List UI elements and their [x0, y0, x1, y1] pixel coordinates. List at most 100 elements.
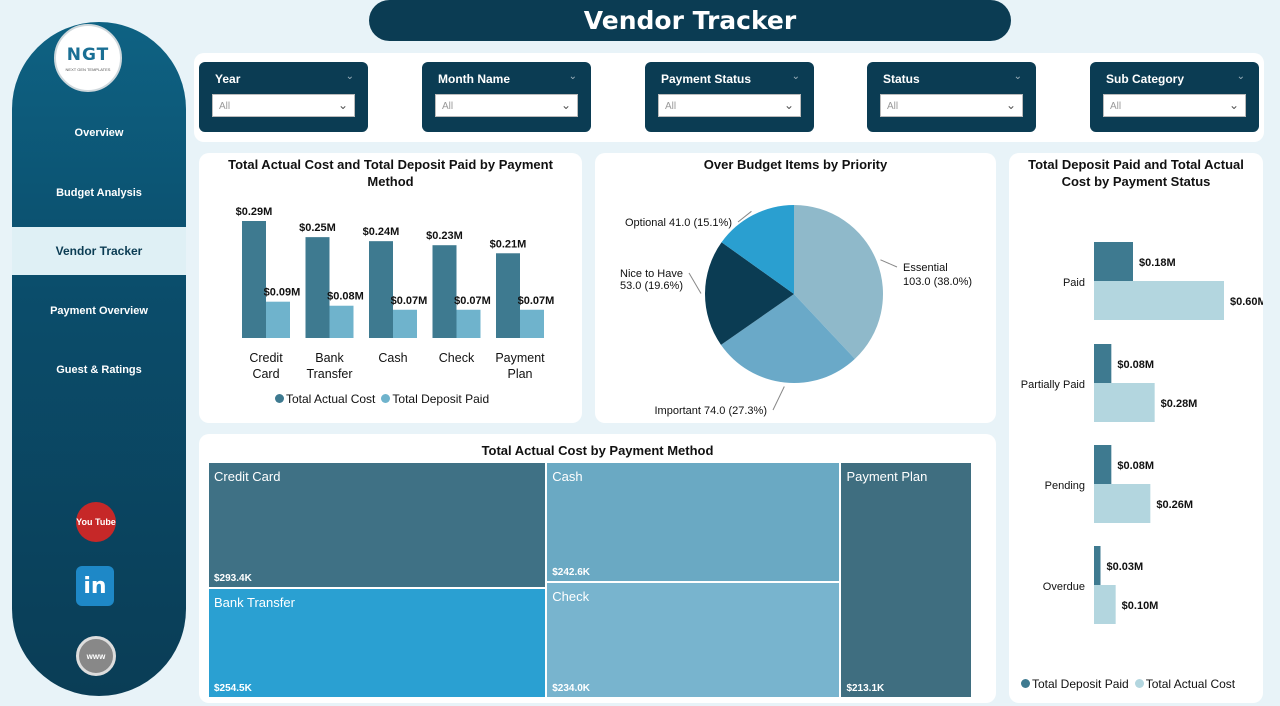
leader-line — [880, 259, 898, 268]
chart-over-budget-by-priority: Over Budget Items by Priority Essential 1… — [595, 153, 996, 423]
nav-vendor-tracker[interactable]: Vendor Tracker — [12, 227, 186, 275]
treemap-cell-check[interactable]: Check $234.0K — [546, 582, 841, 698]
pie-slice-optional[interactable] — [721, 205, 794, 294]
bar-chart: $0.29M $0.09M Credit Card $0.25M $0.08M Bank Tr… — [236, 206, 555, 381]
treemap-cell-payment-plan[interactable]: Payment Plan $213.1K — [840, 462, 972, 698]
nav-budget-analysis[interactable]: Budget Analysis — [56, 187, 142, 199]
treemap-value: $293.4K — [214, 573, 252, 585]
data-label: $0.07M — [391, 295, 428, 307]
slicer-year: Year ⌄ All ⌄ — [199, 62, 368, 132]
treemap-value: $242.6K — [552, 567, 591, 579]
logo-subtext: NEXT GEN TEMPLATES — [65, 66, 111, 72]
company-logo: NGT NEXT GEN TEMPLATES — [54, 24, 122, 92]
legend-item-actual[interactable]: Total Actual Cost — [275, 392, 375, 406]
treemap-label: Cash — [552, 469, 583, 484]
slicer-status: Status ⌄ All ⌄ — [867, 62, 1036, 132]
legend-item-deposit[interactable]: Total Deposit Paid — [381, 392, 489, 406]
y-tick-label: Paid — [1063, 277, 1085, 289]
chevron-down-icon: ⌄ — [783, 98, 794, 112]
pie-label: Important 74.0 (27.3%) — [654, 405, 767, 417]
data-label: $0.08M — [327, 291, 364, 303]
treemap-value: $213.1K — [846, 683, 885, 694]
bar-pending-total-actual-cost[interactable] — [1094, 484, 1151, 523]
legend-item-deposit[interactable]: Total Deposit Paid — [1021, 677, 1129, 691]
pie-label-name: Nice to Have — [620, 268, 683, 280]
data-label: $0.21M — [490, 238, 527, 250]
bar-credit-card-total-actual-cost[interactable] — [242, 221, 266, 338]
data-label: $0.08M — [1117, 359, 1154, 371]
treemap-cell-credit-card[interactable]: Credit Card $293.4K — [208, 462, 547, 589]
chevron-down-icon[interactable]: ⌄ — [568, 71, 577, 82]
youtube-icon[interactable]: You Tube — [76, 502, 116, 542]
chart-legend: Total Actual Cost Total Deposit Paid — [275, 392, 489, 406]
treemap-value: $234.0K — [552, 682, 591, 694]
chevron-down-icon[interactable]: ⌄ — [345, 71, 354, 82]
data-label: $0.24M — [363, 226, 400, 238]
bar-credit-card-total-deposit-paid[interactable] — [266, 301, 290, 338]
slicer-label: Status — [883, 72, 920, 86]
x-tick-label: Bank — [315, 351, 344, 365]
dropdown-value: All — [442, 101, 454, 112]
pie-slice-important[interactable] — [720, 294, 855, 383]
data-label: $0.09M — [264, 287, 301, 299]
legend-label: Total Actual Cost — [286, 392, 376, 406]
bar-overdue-total-actual-cost[interactable] — [1094, 585, 1116, 624]
bar-bank-transfer-total-deposit-paid[interactable] — [329, 305, 354, 338]
nav-payment-overview[interactable]: Payment Overview — [50, 305, 148, 317]
nav-guest-ratings[interactable]: Guest & Ratings — [56, 364, 142, 376]
page-title: Vendor Tracker — [369, 0, 1011, 41]
treemap-cell-bank-transfer[interactable]: Bank Transfer $254.5K — [208, 588, 547, 698]
data-label: $0.08M — [1117, 460, 1154, 472]
pie-slice-essential[interactable] — [794, 205, 883, 359]
slicer-month-name: Month Name ⌄ All ⌄ — [422, 62, 591, 132]
treemap-label: Check — [552, 589, 590, 605]
bar-payment-plan-total-actual-cost[interactable] — [496, 253, 520, 338]
year-dropdown[interactable]: All ⌄ — [212, 94, 355, 117]
bar-partially-paid-total-deposit-paid[interactable] — [1094, 344, 1112, 383]
sub-category-dropdown[interactable]: All ⌄ — [1103, 94, 1246, 117]
data-label: $0.07M — [454, 295, 491, 307]
slicer-label: Year — [215, 72, 241, 86]
dropdown-value: All — [1110, 101, 1122, 112]
bar-pending-total-deposit-paid[interactable] — [1094, 445, 1112, 484]
pie-label-name: Essential — [903, 262, 948, 274]
slicer-payment-status: Payment Status ⌄ All ⌄ — [645, 62, 814, 132]
chart-actual-cost-treemap: Total Actual Cost by Payment Method Cred… — [199, 434, 996, 703]
pie-label-value: 103.0 (38.0%) — [903, 276, 972, 288]
chevron-down-icon[interactable]: ⌄ — [1013, 71, 1022, 82]
bar-cash-total-deposit-paid[interactable] — [393, 309, 417, 338]
bar-check-total-actual-cost[interactable] — [432, 245, 457, 338]
treemap-cell-cash[interactable]: Cash $242.6K — [546, 462, 841, 583]
bar-paid-total-actual-cost[interactable] — [1094, 281, 1224, 320]
leader-line — [737, 210, 752, 223]
x-tick-label: Card — [252, 367, 279, 381]
chart-deposit-vs-actual-by-status: Total Deposit Paid and Total Actual Cost… — [1009, 153, 1263, 703]
month-name-dropdown[interactable]: All ⌄ — [435, 94, 578, 117]
linkedin-icon[interactable]: in — [76, 566, 114, 606]
bar-paid-total-deposit-paid[interactable] — [1094, 242, 1133, 281]
website-icon[interactable]: www — [76, 636, 116, 676]
bar-bank-transfer-total-actual-cost[interactable] — [305, 237, 330, 338]
bar-check-total-deposit-paid[interactable] — [456, 309, 481, 338]
treemap-value: $254.5K — [214, 682, 252, 694]
chevron-down-icon[interactable]: ⌄ — [791, 71, 800, 82]
pie-slice-nice-to-have[interactable] — [705, 242, 794, 345]
data-label: $0.29M — [236, 206, 273, 218]
bar-partially-paid-total-actual-cost[interactable] — [1094, 383, 1155, 422]
dropdown-value: All — [665, 101, 677, 112]
x-tick-label: Payment — [495, 351, 545, 365]
nav-overview[interactable]: Overview — [74, 127, 124, 139]
chevron-down-icon: ⌄ — [1005, 98, 1016, 112]
bar-overdue-total-deposit-paid[interactable] — [1094, 546, 1101, 585]
treemap: Credit Card $293.4K Bank Transfer $254.5K Ca… — [208, 462, 972, 698]
dropdown-value: All — [887, 101, 899, 112]
y-tick-label: Pending — [1045, 480, 1085, 492]
status-dropdown[interactable]: All ⌄ — [880, 94, 1023, 117]
legend-item-actual[interactable]: Total Actual Cost — [1134, 677, 1235, 691]
bar-payment-plan-total-deposit-paid[interactable] — [520, 309, 544, 338]
payment-status-dropdown[interactable]: All ⌄ — [658, 94, 801, 117]
bar-cash-total-actual-cost[interactable] — [369, 241, 393, 338]
x-tick-label: Credit — [249, 351, 283, 365]
chevron-down-icon[interactable]: ⌄ — [1236, 71, 1245, 82]
treemap-label: Bank Transfer — [214, 595, 295, 611]
